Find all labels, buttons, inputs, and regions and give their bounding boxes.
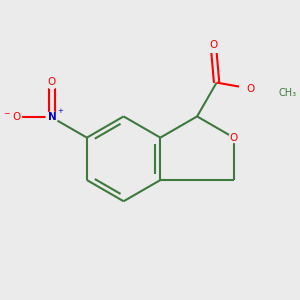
Circle shape <box>46 112 58 123</box>
Text: O: O <box>13 112 21 122</box>
Text: O: O <box>230 133 238 142</box>
Circle shape <box>47 79 57 89</box>
Text: N: N <box>48 112 56 122</box>
Text: +: + <box>57 108 63 114</box>
Circle shape <box>12 112 22 122</box>
Text: O: O <box>209 40 218 50</box>
Circle shape <box>245 84 255 93</box>
Text: CH₃: CH₃ <box>279 88 297 98</box>
Text: −: − <box>3 110 9 118</box>
Circle shape <box>229 133 239 142</box>
Text: O: O <box>48 77 56 87</box>
Text: O: O <box>246 83 254 94</box>
Circle shape <box>209 42 218 52</box>
